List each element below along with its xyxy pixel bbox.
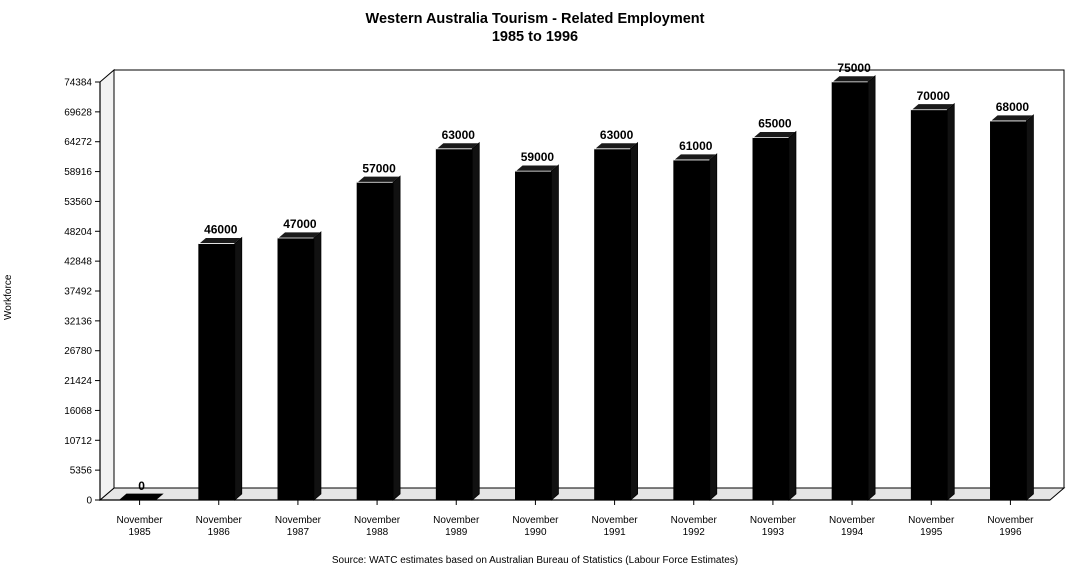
bar-front	[752, 137, 790, 501]
bar-data-label: 65000	[758, 117, 792, 131]
y-axis-ticks: 0 5356 10712 16068 21424 26780 32136 37492 42848…	[64, 78, 100, 507]
x-tick-label-month: November	[671, 515, 718, 526]
x-tick-label-year: 1993	[762, 527, 785, 538]
bar-data-label: 59000	[521, 150, 555, 164]
bar: 59000	[514, 150, 560, 501]
chart-frame	[98, 68, 1066, 502]
bar-front	[990, 120, 1027, 501]
bar: 70000	[910, 89, 956, 501]
x-tick-label-year: 1994	[841, 527, 864, 538]
x-tick-label-year: 1991	[603, 527, 626, 538]
bar: 0	[118, 479, 164, 501]
bar-side	[709, 153, 718, 501]
x-tick-label-month: November	[750, 515, 797, 526]
bar-front	[277, 237, 315, 501]
bar-data-label: 63000	[600, 128, 634, 142]
x-tick-label-year: 1992	[683, 527, 706, 538]
bar-front	[831, 81, 869, 501]
x-tick-label-year: 1988	[366, 527, 389, 538]
bar: 46000	[197, 223, 243, 501]
x-tick-label-month: November	[908, 515, 955, 526]
y-tick-label: 0	[86, 496, 92, 507]
bar-series: 0 46000 47000 57000 63000 59000 63000 61000 6500…	[118, 61, 1035, 501]
bar: 47000	[276, 217, 322, 501]
x-tick-label-month: November	[354, 515, 401, 526]
source-note: Source: WATC estimates based on Australi…	[331, 555, 739, 566]
bar-front	[515, 170, 552, 501]
bar-side	[788, 130, 797, 501]
bar-data-label: 75000	[837, 61, 871, 75]
x-tick-label-month: November	[117, 515, 164, 526]
y-tick-label: 69628	[64, 107, 92, 118]
bar-side	[946, 102, 955, 501]
x-tick-label-month: November	[512, 515, 559, 526]
y-tick-label: 26780	[64, 346, 92, 357]
bar-side	[867, 75, 876, 501]
y-tick-label: 53560	[64, 197, 92, 208]
bar-side	[471, 141, 480, 501]
x-tick-label-year: 1989	[445, 527, 468, 538]
y-tick-label: 10712	[64, 436, 92, 447]
bar-data-label: 46000	[204, 223, 238, 237]
x-tick-label-year: 1987	[287, 527, 310, 538]
x-tick-label-month: November	[829, 515, 876, 526]
x-tick-label-month: November	[433, 515, 480, 526]
bar: 63000	[435, 128, 481, 501]
bar-front	[356, 181, 394, 501]
bar-side	[313, 231, 322, 501]
bar: 68000	[989, 100, 1035, 501]
y-tick-label: 16068	[64, 406, 92, 417]
bar: 63000	[593, 128, 639, 501]
bar-top	[118, 493, 164, 501]
bar: 61000	[672, 139, 718, 501]
bar-data-label: 68000	[996, 100, 1030, 114]
chart-subtitle: 1985 to 1996	[491, 29, 579, 45]
bar-side	[1026, 114, 1034, 501]
bar-data-label: 57000	[362, 161, 396, 175]
bar-side	[234, 236, 243, 501]
x-tick-label-year: 1986	[208, 527, 231, 538]
bar-front	[198, 243, 236, 501]
x-tick-label-year: 1996	[999, 527, 1022, 538]
y-tick-label: 48204	[64, 227, 92, 238]
bar-data-label: 61000	[679, 139, 713, 153]
y-tick-label: 5356	[70, 466, 93, 477]
bar-data-label: 63000	[442, 128, 476, 142]
x-tick-label-month: November	[275, 515, 322, 526]
y-tick-label: 21424	[64, 376, 92, 387]
bar-data-label: 0	[138, 479, 145, 493]
bar-side	[630, 141, 638, 501]
y-tick-label: 42848	[64, 257, 92, 268]
side-wall	[99, 68, 115, 502]
y-tick-label: 58916	[64, 167, 92, 178]
bar-front	[673, 159, 711, 501]
bar-front	[594, 148, 631, 501]
x-tick-label-year: 1990	[524, 527, 547, 538]
y-tick-label: 74384	[64, 78, 92, 89]
bar: 75000	[831, 61, 877, 501]
y-tick-label: 64272	[64, 137, 92, 148]
bar-side	[392, 175, 401, 501]
bar-data-label: 70000	[917, 89, 951, 103]
bar-front	[910, 109, 948, 501]
bar-data-label: 47000	[283, 217, 317, 231]
y-tick-label: 32136	[64, 316, 92, 327]
y-tick-label: 37492	[64, 287, 92, 298]
bar-front	[435, 148, 473, 501]
x-tick-label-month: November	[592, 515, 639, 526]
chart-title: Western Australia Tourism - Related Empl…	[365, 11, 705, 27]
x-axis-labels: November1985November1986November1987Nove…	[117, 500, 1034, 538]
bar-side	[551, 164, 559, 501]
x-tick-label-month: November	[987, 515, 1034, 526]
bar: 65000	[751, 117, 797, 501]
bar: 57000	[356, 161, 402, 501]
x-tick-label-month: November	[196, 515, 243, 526]
x-tick-label-year: 1995	[920, 527, 943, 538]
x-tick-label-year: 1985	[128, 527, 151, 538]
